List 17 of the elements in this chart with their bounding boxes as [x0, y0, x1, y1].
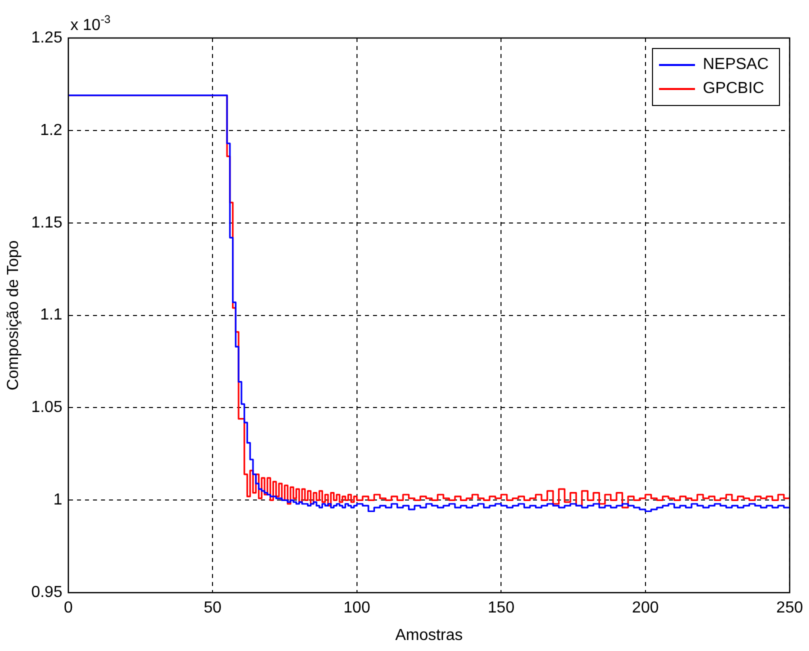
- y-axis-title: Composição de Topo: [5, 240, 22, 390]
- y-tick-label: 1.2: [40, 122, 62, 139]
- x-tick-label: 100: [344, 600, 370, 617]
- x-tick-label: 0: [64, 600, 73, 617]
- x-axis-title: Amostras: [395, 626, 463, 644]
- x-tick-label: 150: [488, 600, 515, 617]
- y-tick-label: 1.1: [40, 306, 62, 324]
- legend-label: NEPSAC: [702, 56, 769, 74]
- y-tick-label: 1.15: [31, 214, 62, 232]
- y-tick-label: 1.05: [31, 399, 62, 416]
- x-tick-label: 250: [776, 600, 804, 617]
- legend-label: GPCBIC: [702, 80, 764, 98]
- x-tick-label: 200: [632, 600, 659, 617]
- y-tick-label: 0.95: [31, 584, 62, 602]
- x-tick-label: 50: [204, 600, 222, 617]
- y-tick-label: 1: [53, 492, 62, 509]
- y-tick-label: 1.25: [31, 29, 62, 46]
